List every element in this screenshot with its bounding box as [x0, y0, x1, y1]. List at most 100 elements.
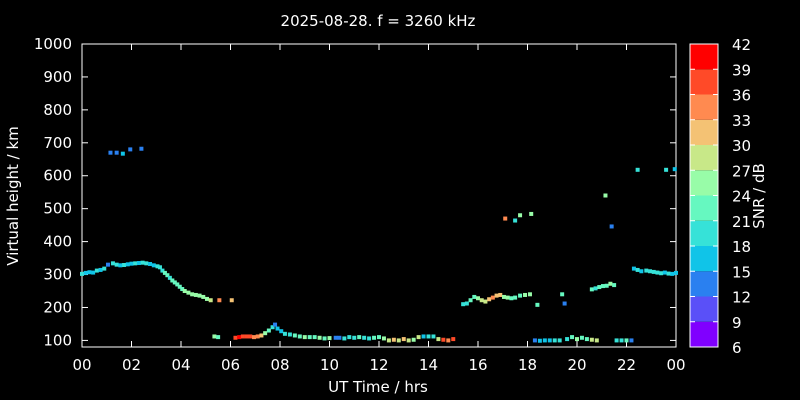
- echo-point: [565, 337, 570, 342]
- echo-point: [240, 334, 245, 339]
- x-axis: 00 02 04 06 08 10 12 14 16 18 20 22 00: [72, 44, 686, 374]
- colorbar-swatch: [690, 321, 718, 347]
- echo-point: [170, 278, 175, 283]
- echo-point: [575, 337, 579, 342]
- echo-point: [297, 334, 302, 339]
- echo-point: [229, 298, 234, 303]
- echo-point: [594, 338, 599, 343]
- echo-point: [105, 262, 110, 267]
- echo-point: [270, 325, 275, 330]
- echo-point: [381, 336, 386, 341]
- echo-point: [562, 301, 567, 306]
- echo-point: [248, 334, 253, 339]
- echo-point: [133, 261, 138, 266]
- echo-point: [608, 281, 613, 286]
- y-tick-label: 600: [43, 167, 72, 185]
- echo-point: [609, 224, 614, 229]
- colorbar-tick-label: 42: [732, 36, 751, 54]
- echo-point: [333, 335, 338, 340]
- echo-point: [639, 269, 644, 274]
- echo-point: [110, 261, 115, 266]
- colorbar-swatch: [690, 145, 718, 171]
- echo-point: [322, 336, 327, 341]
- echo-point: [190, 292, 195, 297]
- echo-point: [252, 335, 257, 340]
- echo-point: [367, 336, 372, 341]
- echo-point: [619, 338, 624, 343]
- echo-point: [148, 262, 153, 267]
- colorbar-swatch: [690, 170, 718, 196]
- echo-point: [513, 218, 518, 223]
- echo-point: [624, 338, 629, 343]
- echo-point: [275, 326, 280, 331]
- echo-point: [593, 286, 598, 291]
- echo-point: [436, 337, 441, 342]
- echo-point: [263, 331, 268, 336]
- echo-point: [307, 335, 312, 340]
- colorbar-tick-label: 33: [732, 112, 751, 130]
- echo-point: [386, 338, 391, 343]
- echo-point: [672, 167, 677, 172]
- echo-point: [416, 335, 421, 340]
- y-tick-label: 700: [43, 134, 72, 152]
- echo-point: [659, 271, 664, 276]
- colorbar-tick-label: 9: [732, 314, 742, 332]
- echo-point: [557, 338, 562, 343]
- echo-point: [162, 270, 167, 275]
- echo-point: [144, 261, 149, 266]
- colorbar-tick-label: 18: [732, 238, 751, 256]
- x-tick-label: 08: [270, 356, 289, 374]
- echo-point: [446, 338, 451, 343]
- echo-point: [518, 213, 523, 218]
- echo-point: [208, 298, 213, 303]
- echo-point: [535, 302, 540, 307]
- echo-point: [451, 337, 456, 342]
- echo-point: [635, 167, 640, 172]
- colorbar-swatch: [690, 246, 718, 272]
- x-tick-label: 12: [369, 356, 388, 374]
- echo-point: [87, 270, 92, 275]
- echo-point: [612, 283, 617, 288]
- echo-point: [461, 302, 466, 307]
- colorbar-label: SNR / dB: [750, 163, 768, 229]
- echo-point: [401, 337, 406, 342]
- colorbar-swatch: [690, 271, 718, 297]
- echo-point: [579, 335, 584, 340]
- echo-point: [125, 262, 130, 267]
- echo-point: [597, 285, 602, 290]
- y-tick-label: 500: [43, 200, 72, 218]
- echo-point: [216, 335, 221, 340]
- echo-point: [180, 287, 185, 292]
- y-tick-label: 800: [43, 101, 72, 119]
- echo-point: [287, 332, 292, 337]
- echo-point: [490, 295, 495, 300]
- echo-point: [175, 282, 180, 287]
- echo-point: [337, 335, 342, 340]
- echo-point: [527, 292, 532, 297]
- colorbar-tick-label: 21: [732, 213, 751, 231]
- echo-point: [160, 268, 165, 273]
- echo-point: [431, 334, 436, 339]
- echo-point: [487, 297, 492, 302]
- x-tick-label: 02: [122, 356, 141, 374]
- echo-point: [182, 289, 187, 294]
- echo-point: [560, 292, 565, 297]
- y-tick-label: 200: [43, 298, 72, 316]
- echo-point: [201, 294, 206, 299]
- echo-point: [513, 295, 518, 300]
- echo-point: [98, 267, 103, 272]
- colorbar-swatch: [690, 220, 718, 246]
- echo-point: [648, 269, 653, 274]
- colorbar-tick-label: 39: [732, 61, 751, 79]
- echo-point: [651, 269, 656, 274]
- x-tick-label: 00: [72, 356, 91, 374]
- echo-point: [94, 268, 99, 273]
- echo-point: [279, 329, 284, 334]
- echo-point: [523, 292, 528, 297]
- echo-point: [259, 333, 264, 338]
- echo-point: [186, 290, 191, 295]
- y-tick-label: 900: [43, 68, 72, 86]
- echo-point: [614, 338, 619, 343]
- x-tick-label: 00: [666, 356, 685, 374]
- echo-point: [102, 266, 107, 271]
